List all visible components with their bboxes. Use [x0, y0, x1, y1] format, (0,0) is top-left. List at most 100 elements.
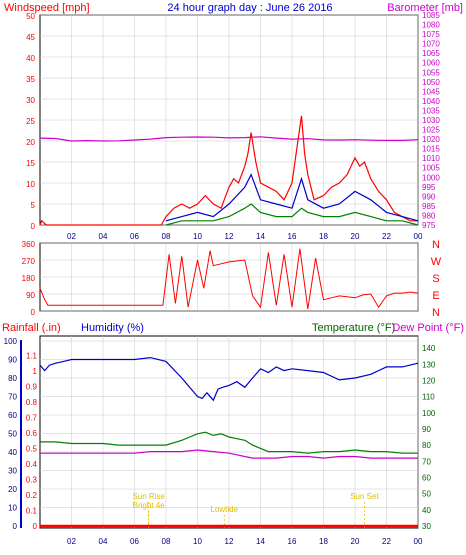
annotation-label: Lowtide: [210, 505, 238, 514]
temperature-tick-label: 140: [422, 344, 436, 353]
barometer-tick-label: 1010: [422, 154, 440, 163]
barometer-tick-label: 1085: [422, 11, 440, 20]
windspeed-tick-label: 15: [26, 159, 35, 168]
wind-series: [39, 115, 419, 226]
barometer-tick-label: 1075: [422, 30, 440, 39]
rainfall-tick-label: 1: [33, 367, 38, 376]
direction-series: [39, 248, 419, 310]
temperature-axis-label: Temperature (°F): [312, 322, 395, 334]
compass-label: W: [431, 256, 442, 268]
series-line-humidity: [39, 356, 419, 402]
wind-x-tick-label: 16: [288, 232, 297, 241]
wind-x-tick-label: 22: [382, 232, 391, 241]
temperature-tick-label: 30: [422, 522, 431, 531]
climate-x-tick-label: 04: [99, 537, 108, 546]
climate-x-tick-label: 08: [162, 537, 171, 546]
wind-x-tick-label: 08: [162, 232, 171, 241]
humidity-tick-label: 100: [4, 337, 18, 346]
climate-x-tick-label: 20: [351, 537, 360, 546]
humidity-tick-label: 30: [8, 467, 17, 476]
direction-tick-label: 180: [22, 274, 36, 283]
barometer-tick-label: 1020: [422, 135, 440, 144]
barometer-tick-label: 1040: [422, 97, 440, 106]
windspeed-tick-label: 20: [26, 138, 35, 147]
barometer-tick-label: 1070: [422, 40, 440, 49]
barometer-tick-label: 1005: [422, 164, 440, 173]
humidity-axis-label: Humidity (%): [81, 322, 144, 334]
rainfall-tick-label: 0.5: [26, 445, 38, 454]
series-line-temperature: [40, 431, 418, 454]
humidity-tick-label: 70: [8, 393, 17, 402]
climate-x-tick-label: 22: [382, 537, 391, 546]
barometer-tick-label: 1065: [422, 49, 440, 58]
rainfall-tick-label: 0.8: [26, 398, 38, 407]
humidity-tick-label: 60: [8, 411, 17, 420]
temperature-yticks: 30 40 50 60 70 80 90 100 110 120 130 140: [422, 344, 436, 531]
direction-tick-label: 90: [26, 291, 35, 300]
rainfall-tick-label: 0.1: [26, 507, 38, 516]
temperature-tick-label: 130: [422, 360, 436, 369]
humidity-tick-label: 50: [8, 430, 17, 439]
barometer-tick-label: 990: [422, 192, 436, 201]
wind-x-tick-label: 12: [225, 232, 234, 241]
climate-x-tick-label: 16: [288, 537, 297, 546]
climate-xticks: 02 04 06 08 10 12 14 16 18 20 22 00: [67, 537, 423, 546]
temperature-tick-label: 50: [422, 490, 431, 499]
wind-x-tick-label: 00: [414, 232, 423, 241]
direction-tick-label: 0: [31, 308, 36, 317]
series-line-average: [165, 173, 419, 222]
chart-title: 24 hour graph day : June 26 2016: [167, 2, 332, 14]
annotation-label: Sun Set: [350, 492, 379, 501]
temperature-tick-label: 40: [422, 506, 431, 515]
windspeed-tick-label: 0: [31, 222, 36, 231]
series-line-lull: [165, 203, 419, 226]
humidity-tick-label: 90: [8, 356, 17, 365]
series-line-direction: [39, 248, 419, 310]
rainfall-tick-label: 0.7: [26, 414, 38, 423]
climate-x-tick-label: 06: [130, 537, 139, 546]
temperature-tick-label: 80: [422, 441, 431, 450]
rainfall-tick-label: 0: [33, 522, 38, 531]
wind-x-tick-label: 18: [319, 232, 328, 241]
compass-label: N: [432, 307, 440, 319]
climate-x-tick-label: 00: [414, 537, 423, 546]
barometer-tick-label: 1050: [422, 78, 440, 87]
temperature-tick-label: 100: [422, 409, 436, 418]
compass-label: E: [432, 290, 439, 302]
barometer-tick-label: 1045: [422, 87, 440, 96]
temperature-tick-label: 110: [422, 393, 435, 402]
series-line-barometer: [39, 136, 419, 142]
humidity-tick-label: 0: [13, 522, 18, 531]
windspeed-axis-label: Windspeed [mph]: [4, 2, 90, 14]
rainfall-tick-label: 0.2: [26, 491, 38, 500]
barometer-tick-label: 1055: [422, 68, 440, 77]
temperature-tick-label: 90: [422, 425, 431, 434]
barometer-yticks: 9759809859909951000100510101015102010251…: [422, 11, 440, 230]
climate-series: [39, 356, 419, 528]
barometer-tick-label: 980: [422, 211, 436, 220]
series-line-gust: [39, 115, 418, 226]
barometer-tick-label: 1015: [422, 145, 440, 154]
windspeed-tick-label: 45: [26, 33, 35, 42]
barometer-tick-label: 985: [422, 202, 436, 211]
wind-x-tick-label: 02: [67, 232, 76, 241]
series-line-dewpoint: [40, 449, 418, 459]
rainfall-tick-label: 0.4: [26, 460, 38, 469]
wind-x-tick-label: 04: [99, 232, 108, 241]
temperature-tick-label: 70: [422, 457, 431, 466]
humidity-tick-label: 20: [8, 485, 17, 494]
climate-x-tick-label: 12: [225, 537, 234, 546]
wind-x-tick-label: 14: [256, 232, 265, 241]
rainfall-tick-label: 0.6: [26, 429, 38, 438]
temperature-tick-label: 60: [422, 473, 431, 482]
windspeed-tick-label: 50: [26, 12, 35, 21]
rainfall-tick-label: 1.1: [26, 352, 38, 361]
temperature-tick-label: 120: [422, 376, 436, 385]
rainfall-tick-label: 0.9: [26, 383, 38, 392]
humidity-tick-label: 40: [8, 448, 17, 457]
direction-tick-label: 360: [22, 240, 36, 249]
windspeed-tick-label: 40: [26, 54, 35, 63]
rainfall-tick-label: 0.3: [26, 476, 38, 485]
wind-x-tick-label: 06: [130, 232, 139, 241]
